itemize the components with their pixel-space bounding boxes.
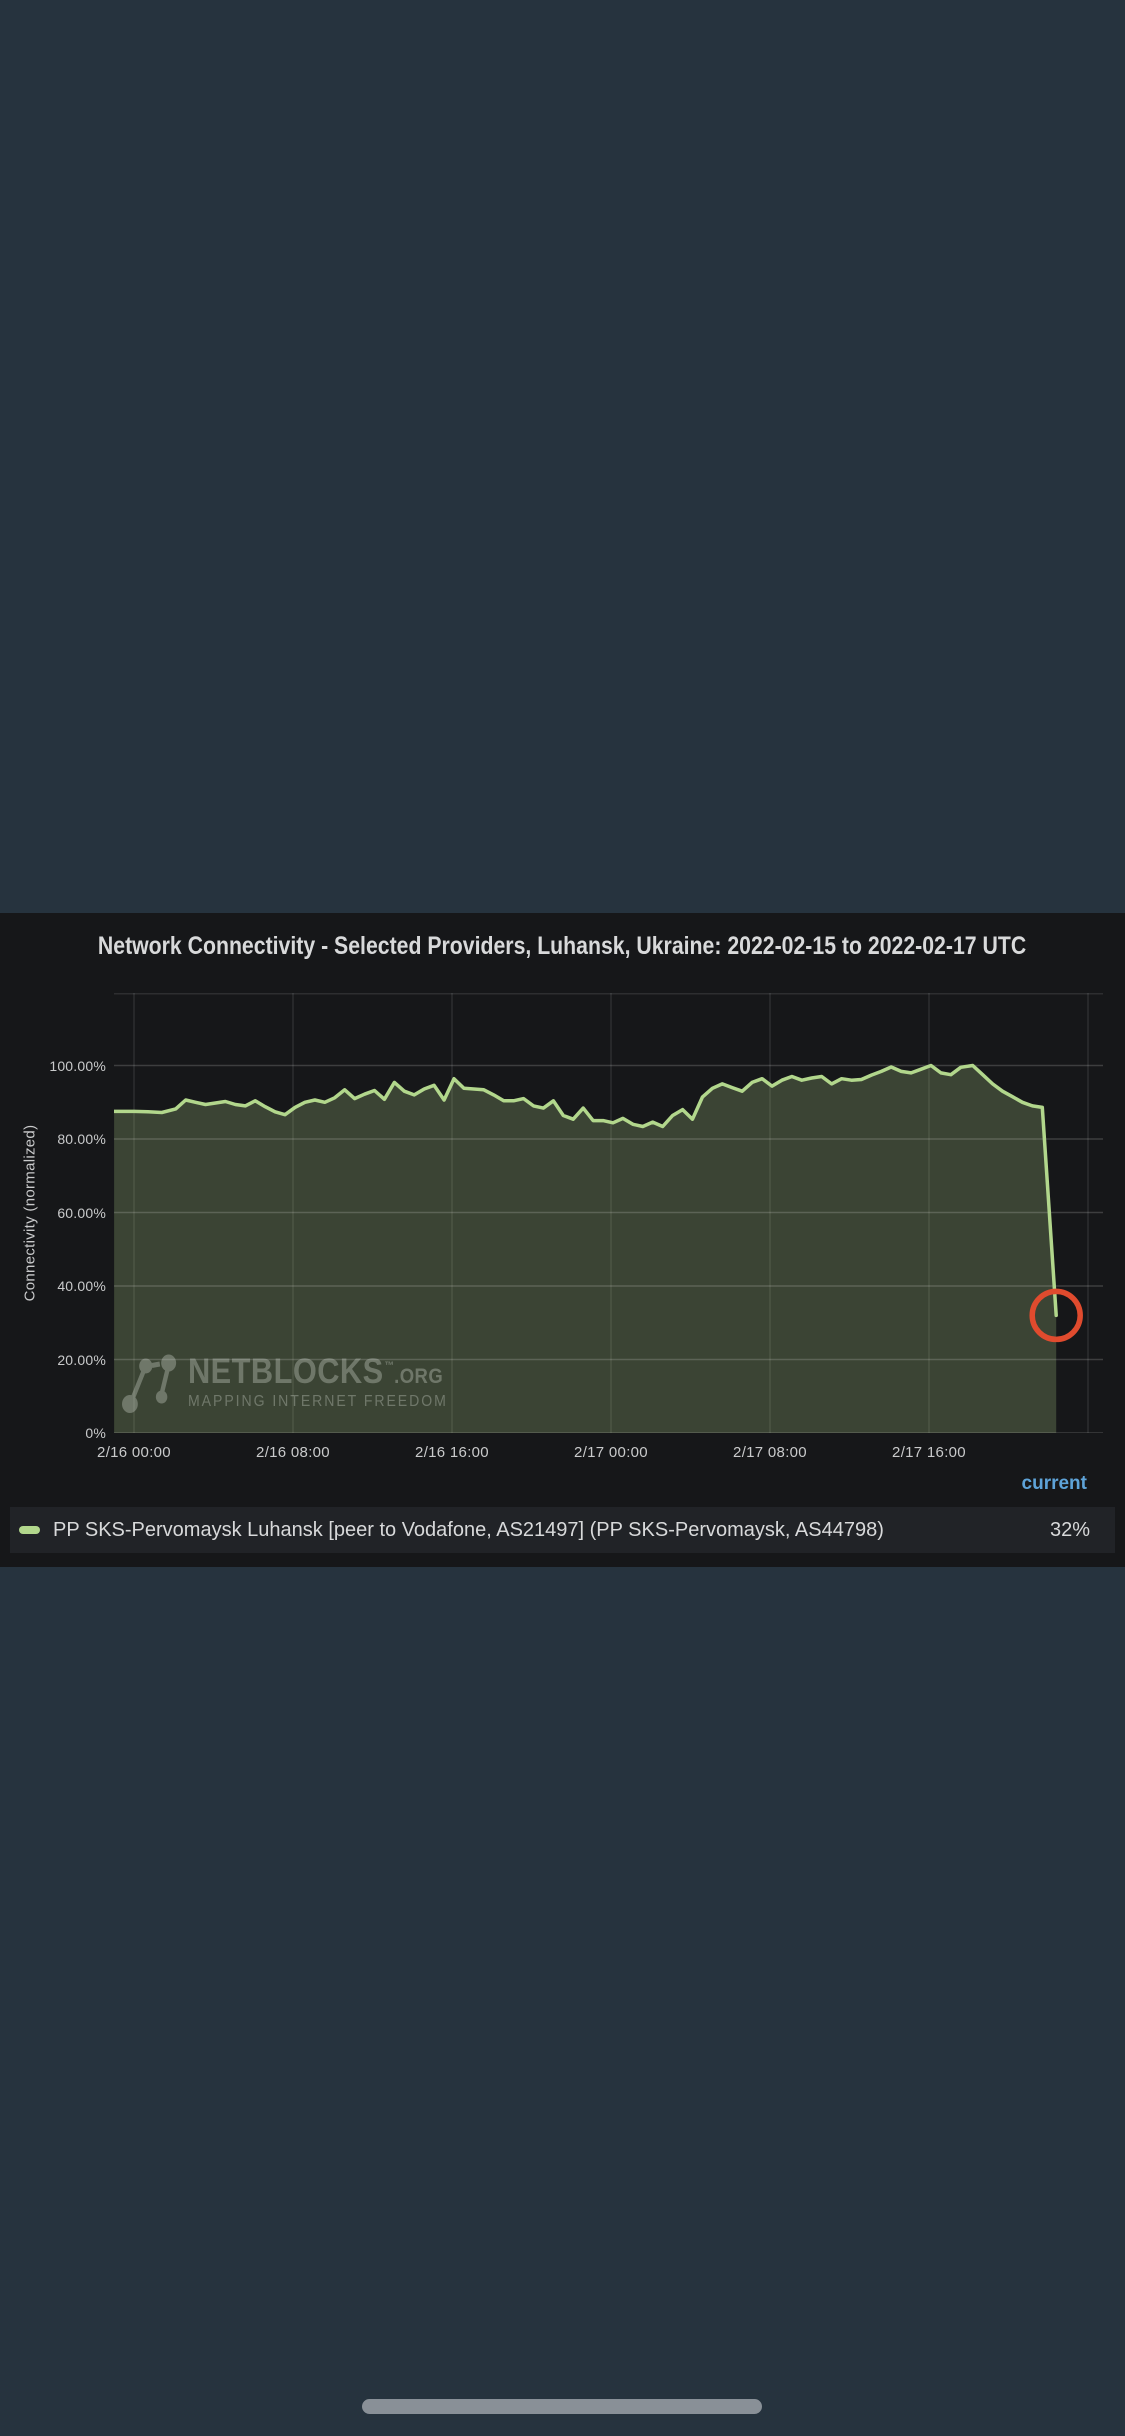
watermark-tagline: MAPPING INTERNET FREEDOM: [188, 1393, 448, 1410]
chart-plot-area[interactable]: [114, 993, 1103, 1433]
y-axis-tick-label: 40.00%: [57, 1278, 106, 1294]
netblocks-watermark: NETBLOCKS ™ .ORG MAPPING INTERNET FREEDO…: [122, 1349, 448, 1415]
page-title: Network Connectivity - Selected Provider…: [0, 929, 1125, 963]
y-axis-tick-label: 0%: [85, 1425, 106, 1441]
chart-panel: Network Connectivity - Selected Provider…: [0, 913, 1125, 1567]
x-axis-tick-label: 2/17 08:00: [733, 1444, 807, 1461]
watermark-suffix: .ORG: [394, 1365, 444, 1388]
x-axis-tick-label: 2/16 08:00: [256, 1444, 330, 1461]
x-axis-tick-label: 2/16 00:00: [97, 1444, 171, 1461]
legend-current-value: 32%: [1049, 1518, 1090, 1541]
y-axis-tick-label: 100.00%: [49, 1057, 106, 1074]
page-title-text: Network Connectivity - Selected Provider…: [98, 932, 1027, 960]
y-axis-tick-label: 60.00%: [57, 1204, 106, 1221]
legend-series-swatch: [19, 1526, 40, 1534]
x-axis-tick-label: 2/17 00:00: [574, 1444, 648, 1461]
y-axis-tick-label: 20.00%: [57, 1351, 106, 1368]
watermark-trademark: ™: [384, 1360, 395, 1372]
x-axis-tick-label: 2/16 16:00: [415, 1444, 489, 1461]
legend-series-label: PP SKS-Pervomaysk Luhansk [peer to Vodaf…: [53, 1518, 884, 1541]
y-axis-tick-label: 80.00%: [57, 1131, 106, 1147]
watermark-brand: NETBLOCKS: [188, 1352, 384, 1391]
watermark-text: NETBLOCKS ™ .ORG MAPPING INTERNET FREEDO…: [188, 1354, 448, 1410]
netblocks-logo-icon: [122, 1354, 177, 1413]
legend-row[interactable]: PP SKS-Pervomaysk Luhansk [peer to Vodaf…: [10, 1507, 1115, 1553]
x-axis-tick-label: 2/17 16:00: [892, 1444, 966, 1461]
home-indicator-bar[interactable]: [362, 2399, 762, 2414]
legend-current-header[interactable]: current: [1021, 1473, 1087, 1494]
